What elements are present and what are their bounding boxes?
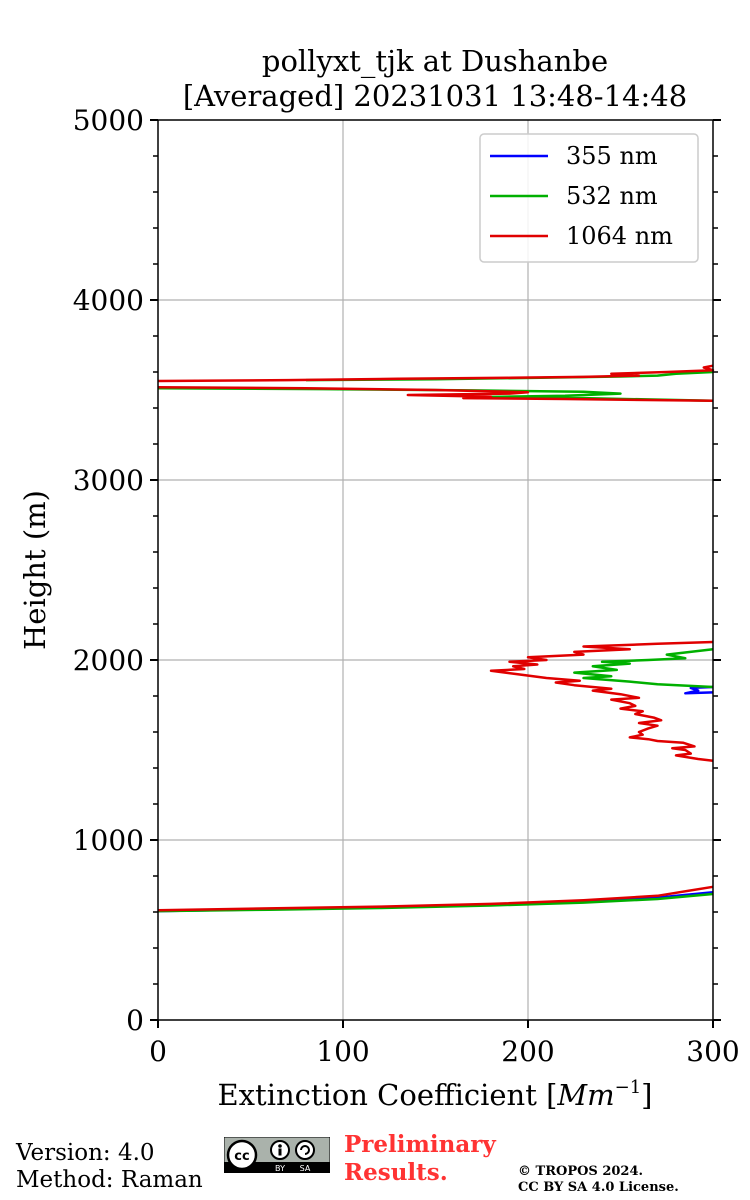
- preliminary-results-notice: Preliminary Results.: [344, 1131, 496, 1187]
- axis-ticks: [150, 119, 721, 1028]
- data-lines: [157, 364, 715, 913]
- x-tick-label-200: 200: [501, 1035, 554, 1068]
- extinction-profile-chart: pollyxt_tjk at Dushanbe [Averaged] 20231…: [18, 44, 740, 1112]
- x-axis-label: Extinction Coefficient [Mm−1]: [218, 1077, 653, 1112]
- series-1064-nm-segment-3: [157, 364, 715, 383]
- series-532-nm-segment-1: [573, 647, 714, 689]
- share-alike-icon: [295, 1140, 315, 1160]
- cc-icon: [226, 1139, 258, 1171]
- version-text: Version: 4.0: [16, 1140, 155, 1166]
- x-tick-label-100: 100: [316, 1035, 369, 1068]
- cc-by-sa-badge: cc BY SA: [224, 1137, 330, 1173]
- method-text: Method: Raman: [16, 1167, 203, 1193]
- svg-text:SA: SA: [300, 1164, 311, 1173]
- y-tick-label-2000: 2000: [73, 644, 144, 677]
- svg-text:cc: cc: [234, 1149, 249, 1164]
- copyright-line-1: © TROPOS 2024.: [518, 1164, 644, 1179]
- chart-title-line-1: pollyxt_tjk at Dushanbe: [262, 44, 608, 79]
- preliminary-line-1: Preliminary: [344, 1131, 496, 1158]
- preliminary-line-2: Results.: [344, 1159, 448, 1186]
- x-tick-label-0: 0: [149, 1035, 167, 1068]
- legend: 355 nm 532 nm 1064 nm: [479, 133, 699, 263]
- y-tick-label-3000: 3000: [73, 464, 144, 497]
- series-1064-nm-segment-2: [157, 386, 714, 403]
- x-tick-label-300: 300: [686, 1035, 739, 1068]
- y-tick-label-4000: 4000: [73, 284, 144, 317]
- copyright-notice: © TROPOS 2024. CC BY SA 4.0 License.: [518, 1164, 679, 1196]
- legend-label-1064: 1064 nm: [566, 222, 673, 250]
- plot-frame: [157, 119, 714, 1021]
- svg-text:BY: BY: [275, 1164, 285, 1173]
- chart-title-line-2: [Averaged] 20231031 13:48-14:48: [183, 79, 687, 113]
- legend-label-355: 355 nm: [566, 142, 658, 170]
- series-532-nm-segment-0: [157, 892, 714, 913]
- copyright-line-2: CC BY SA 4.0 License.: [518, 1180, 679, 1195]
- y-tick-label-1000: 1000: [73, 824, 144, 857]
- series-1064-nm-segment-0: [157, 885, 714, 912]
- y-tick-label-0: 0: [126, 1004, 144, 1037]
- series-1064-nm-segment-1: [489, 640, 714, 763]
- y-tick-label-5000: 5000: [73, 104, 144, 137]
- grid-lines: [158, 120, 713, 1020]
- legend-box: [479, 133, 699, 263]
- y-axis-label: Height (m): [18, 490, 52, 650]
- legend-label-532: 532 nm: [566, 182, 658, 210]
- series-355-nm-segment-1: [684, 685, 714, 695]
